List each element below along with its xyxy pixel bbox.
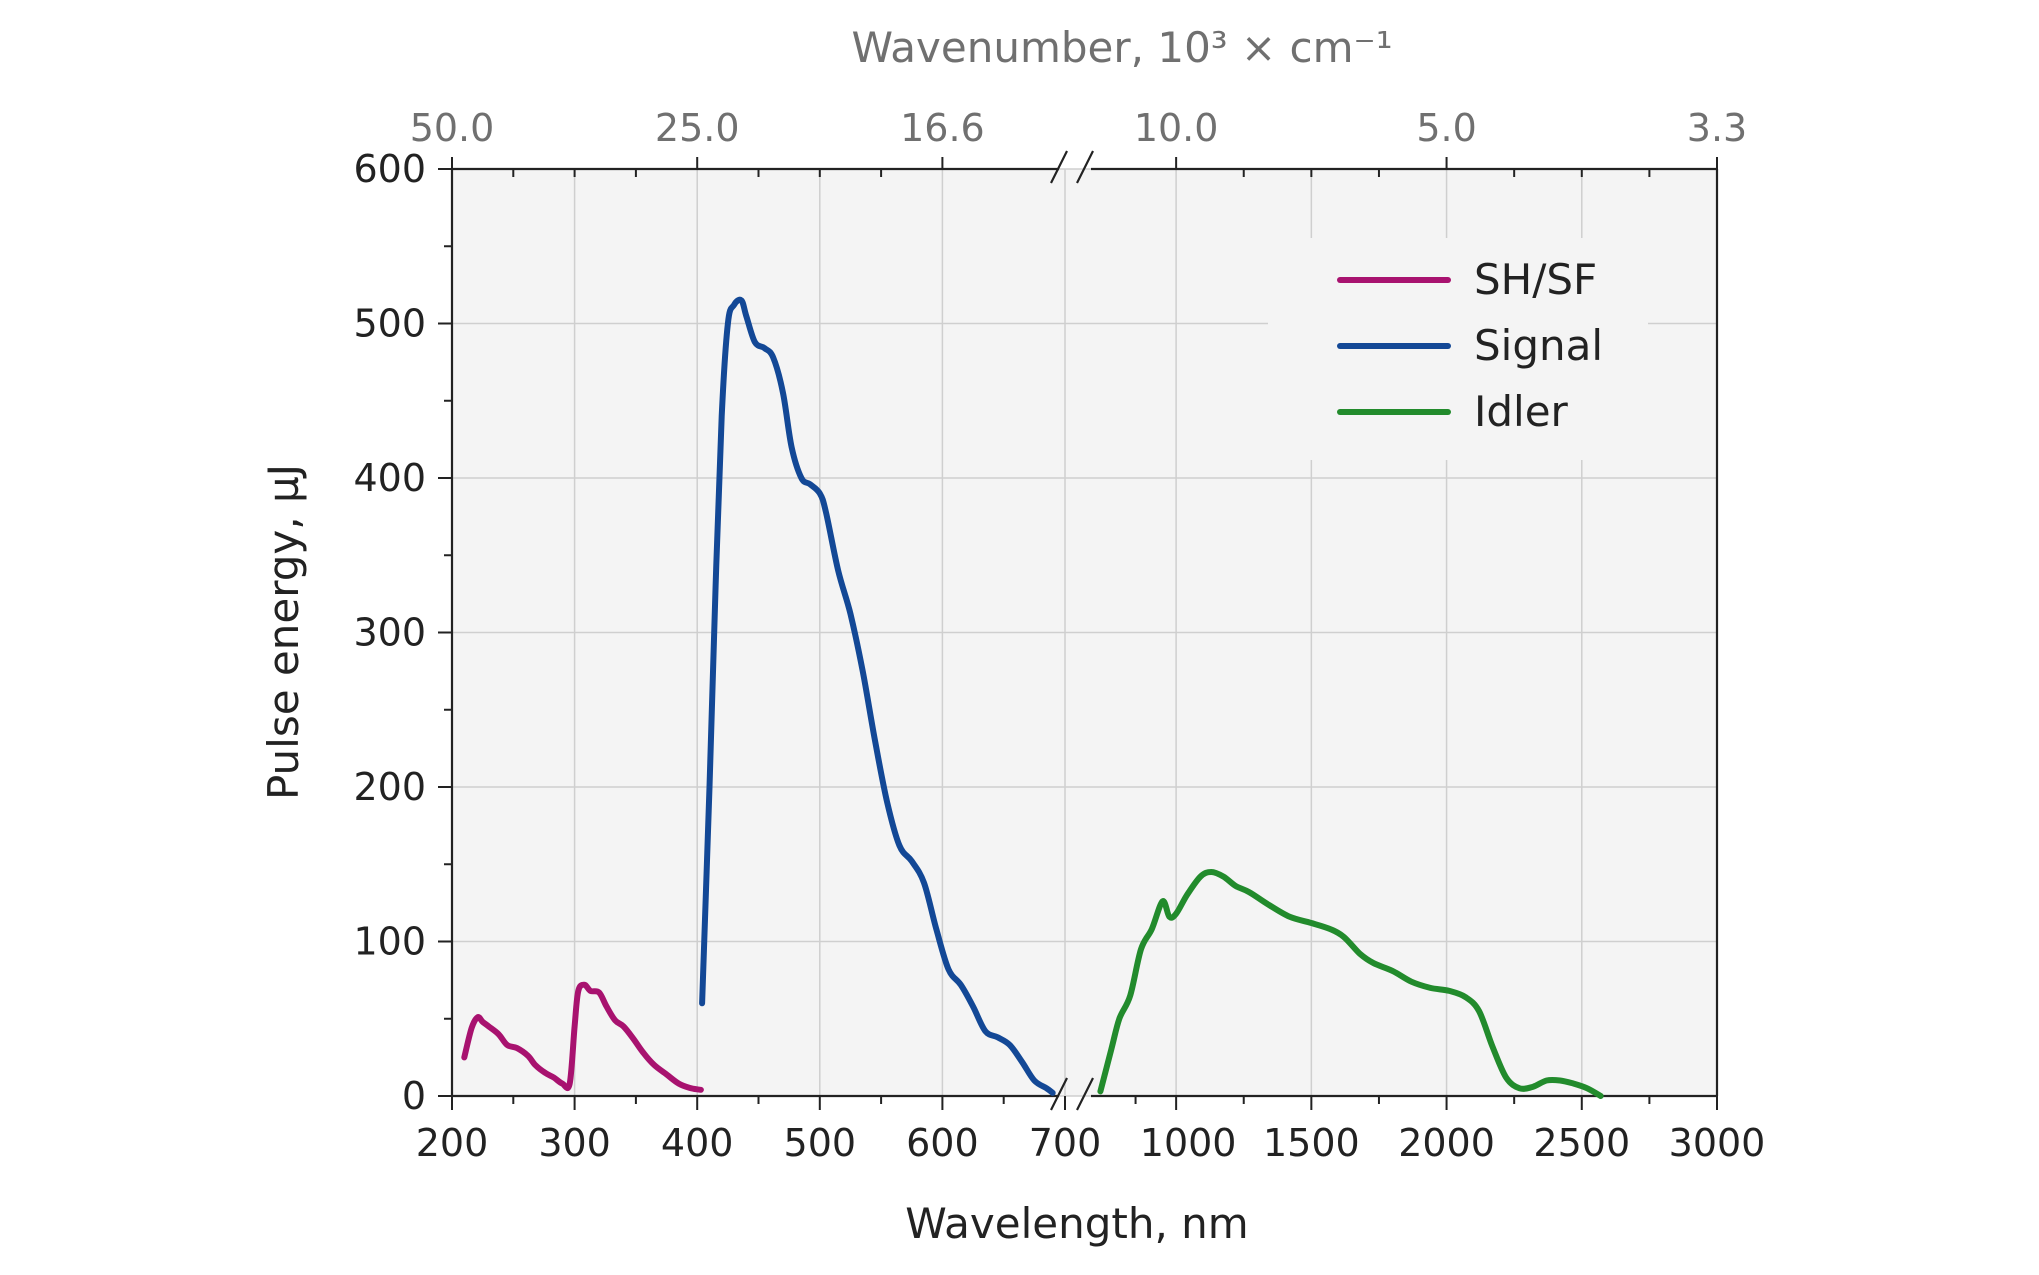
x-tick-label: 500	[784, 1121, 857, 1165]
legend-box	[1268, 238, 1648, 460]
top-tick-label: 25.0	[655, 106, 740, 150]
top-tick-label: 5.0	[1416, 106, 1476, 150]
x-tick-label: 700	[1029, 1121, 1102, 1165]
y-tick-label: 0	[402, 1074, 426, 1118]
legend-label-signal: Signal	[1474, 321, 1603, 370]
x-tick-label: 1000	[1140, 1121, 1237, 1165]
x-tick-label: 1500	[1263, 1121, 1360, 1165]
axis-break-mark	[1076, 1077, 1094, 1111]
y-axis-title: Pulse energy, µJ	[259, 464, 308, 800]
x-tick-label: 600	[906, 1121, 979, 1165]
x-axis-title: Wavelength, nm	[905, 1199, 1248, 1248]
legend-label-idler: Idler	[1474, 387, 1569, 436]
series-line-signal	[699, 296, 1056, 1096]
y-tick-label: 100	[353, 920, 426, 964]
y-tick-label: 400	[353, 456, 426, 500]
x-tick-label: 300	[538, 1121, 611, 1165]
top-tick-label: 50.0	[410, 106, 495, 150]
y-tick-label: 500	[353, 302, 426, 346]
axes-frame	[450, 150, 1719, 1111]
series-line-sh-sf	[461, 981, 704, 1093]
y-tick-label: 600	[353, 147, 426, 191]
axis-break-mark	[1076, 150, 1094, 184]
top-tick-label: 10.0	[1134, 106, 1219, 150]
top-tick-label: 16.6	[900, 106, 985, 150]
axis-break-mark	[1050, 1077, 1068, 1111]
ticks	[438, 157, 1718, 1110]
x-tick-label: 2000	[1398, 1121, 1495, 1165]
top-axis-title: Wavenumber, 10³ × cm⁻¹	[851, 23, 1392, 72]
axis-break-mark	[1050, 150, 1068, 184]
x-tick-label: 3000	[1669, 1121, 1766, 1165]
series-line-idler	[1097, 869, 1604, 1099]
x-tick-label: 400	[661, 1121, 734, 1165]
y-tick-label: 200	[353, 765, 426, 809]
top-tick-label: 3.3	[1687, 106, 1747, 150]
legend-label-sh-sf: SH/SF	[1474, 255, 1597, 304]
y-tick-label: 300	[353, 611, 426, 655]
x-tick-label: 2500	[1533, 1121, 1630, 1165]
x-tick-label: 200	[416, 1121, 489, 1165]
